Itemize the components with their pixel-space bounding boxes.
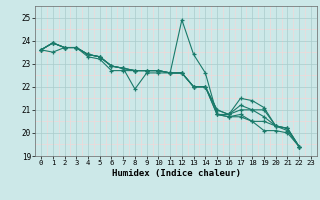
X-axis label: Humidex (Indice chaleur): Humidex (Indice chaleur) [111,169,241,178]
